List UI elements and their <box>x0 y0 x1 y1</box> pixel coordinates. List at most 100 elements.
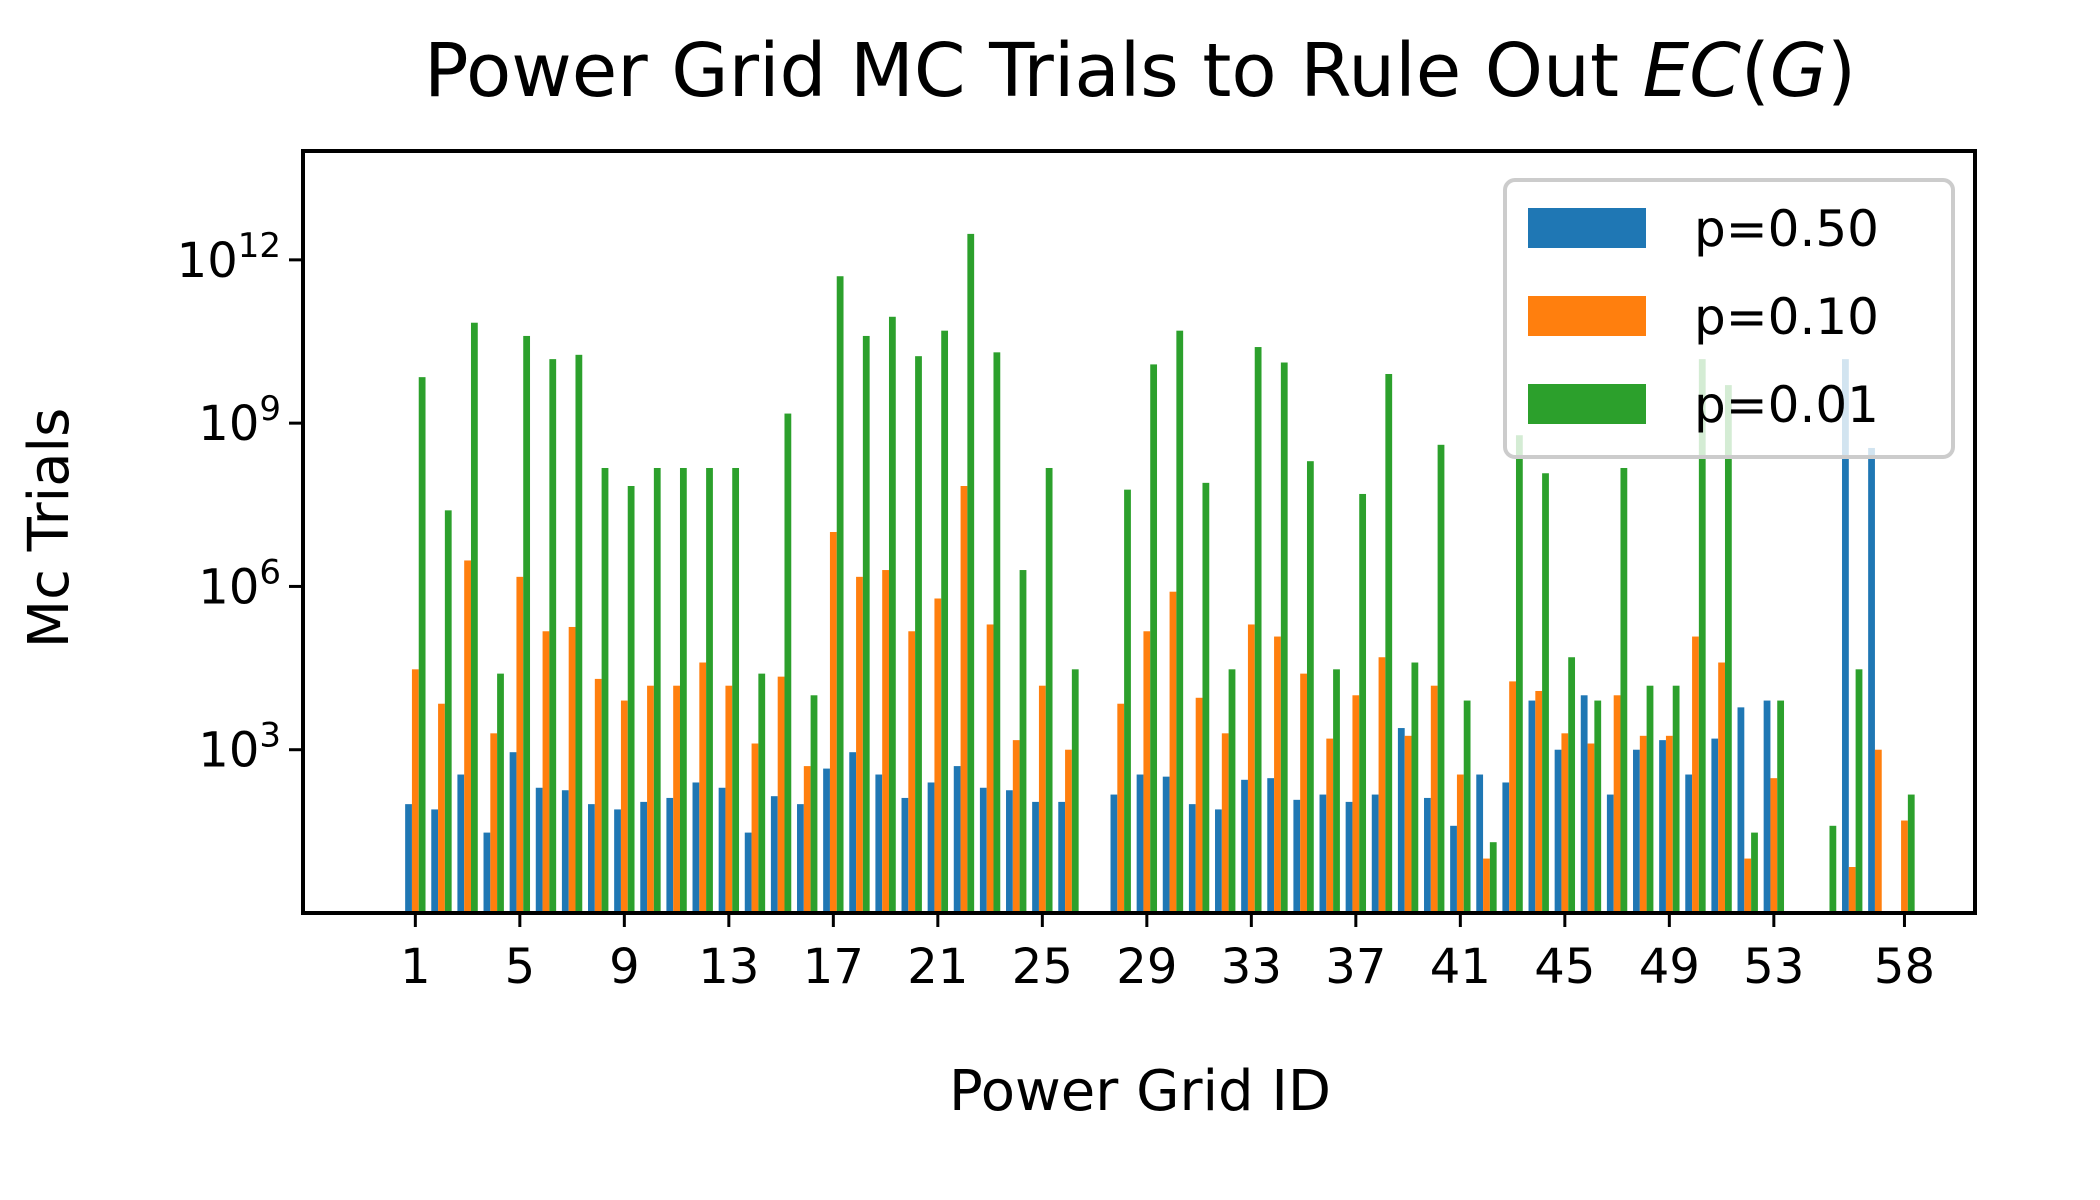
bar-p=0.01-grid-41 <box>1463 700 1471 913</box>
bar-p=0.10-grid-56 <box>1848 867 1856 913</box>
bar-p=0.50-grid-43 <box>1502 782 1510 913</box>
bar-p=0.01-grid-8 <box>601 467 609 913</box>
bar-p=0.01-grid-13 <box>732 467 740 913</box>
bar-p=0.01-grid-30 <box>1176 330 1184 913</box>
bar-p=0.01-grid-37 <box>1359 493 1367 913</box>
bar-p=0.10-grid-4 <box>490 733 498 913</box>
bar-p=0.50-grid-23 <box>979 787 987 913</box>
bar-p=0.10-grid-52 <box>1744 858 1752 913</box>
bar-p=0.50-grid-52 <box>1737 707 1745 913</box>
bar-p=0.01-grid-19 <box>888 316 896 913</box>
bar-p=0.50-grid-35 <box>1293 799 1301 913</box>
bar-p=0.01-grid-32 <box>1228 669 1236 913</box>
bar-p=0.10-grid-14 <box>751 743 759 913</box>
bar-p=0.10-grid-22 <box>960 486 968 913</box>
bar-p=0.50-grid-50 <box>1685 774 1693 913</box>
bar-p=0.01-grid-56 <box>1855 669 1863 913</box>
bar-p=0.10-grid-35 <box>1300 673 1307 913</box>
bar-p=0.01-grid-40 <box>1437 444 1445 913</box>
bar-p=0.50-grid-14 <box>744 832 752 913</box>
bar-p=0.01-grid-25 <box>1045 467 1053 913</box>
x-tick-label: 29 <box>1116 939 1177 995</box>
bar-p=0.10-grid-26 <box>1065 749 1072 913</box>
bar-p=0.50-grid-21 <box>927 782 935 913</box>
y-tick-label: 106 <box>198 552 281 615</box>
bar-p=0.10-grid-7 <box>568 626 576 913</box>
bar-p=0.50-grid-17 <box>823 768 830 913</box>
x-tick-label: 13 <box>698 939 759 995</box>
bar-p=0.01-grid-51 <box>1724 385 1732 914</box>
bar-p=0.01-grid-36 <box>1333 669 1340 913</box>
bar-p=0.10-grid-39 <box>1404 735 1412 913</box>
bar-p=0.50-grid-18 <box>849 752 857 913</box>
bar-p=0.01-grid-48 <box>1646 685 1654 913</box>
x-tick-label: 25 <box>1012 939 1073 995</box>
bar-p=0.10-grid-21 <box>934 598 942 913</box>
bar-p=0.01-grid-42 <box>1489 842 1497 913</box>
bar-p=0.10-grid-19 <box>882 570 889 913</box>
bar-p=0.50-grid-49 <box>1659 740 1666 913</box>
bar-p=0.10-grid-2 <box>438 703 445 913</box>
bar-p=0.10-grid-16 <box>803 766 811 913</box>
bar-p=0.50-grid-42 <box>1476 774 1484 913</box>
bar-p=0.50-grid-29 <box>1136 774 1144 913</box>
x-tick-label: 33 <box>1221 939 1282 995</box>
bar-p=0.50-grid-15 <box>770 796 778 913</box>
bar-p=0.01-grid-2 <box>444 510 452 913</box>
bar-p=0.01-grid-28 <box>1124 489 1131 913</box>
bar-p=0.01-grid-45 <box>1568 657 1576 913</box>
bar-p=0.01-grid-24 <box>1019 570 1027 913</box>
bar-p=0.01-grid-5 <box>523 335 531 913</box>
bar-p=0.01-grid-16 <box>810 695 818 913</box>
bar-p=0.50-grid-40 <box>1424 797 1431 913</box>
bar-p=0.50-grid-9 <box>614 809 621 913</box>
bar-p=0.10-grid-50 <box>1692 636 1699 913</box>
bar-p=0.10-grid-15 <box>777 676 785 913</box>
bar-p=0.10-grid-41 <box>1456 774 1464 913</box>
bar-p=0.50-grid-10 <box>640 801 648 913</box>
legend-label-p=0.50: p=0.50 <box>1694 200 1879 258</box>
bar-p=0.50-grid-51 <box>1711 738 1719 913</box>
bar-p=0.01-grid-9 <box>627 486 635 913</box>
bar-p=0.50-grid-41 <box>1450 825 1457 913</box>
bar-p=0.50-grid-5 <box>509 752 517 913</box>
bar-p=0.50-grid-44 <box>1528 700 1536 913</box>
bar-p=0.10-grid-29 <box>1143 631 1151 913</box>
bar-p=0.10-grid-57 <box>1874 749 1882 913</box>
x-tick-label: 49 <box>1639 939 1700 995</box>
bar-p=0.50-grid-53 <box>1763 700 1771 913</box>
bar-p=0.50-grid-8 <box>588 804 595 913</box>
bar-p=0.10-grid-32 <box>1221 733 1229 913</box>
plot-frame <box>301 149 1977 915</box>
bar-p=0.50-grid-36 <box>1319 794 1327 913</box>
bar-p=0.10-grid-10 <box>647 685 654 913</box>
bar-p=0.01-grid-17 <box>836 276 844 913</box>
x-tick-label: 41 <box>1430 939 1491 995</box>
bar-p=0.10-grid-45 <box>1561 733 1569 913</box>
legend-swatch-p=0.50 <box>1528 208 1646 248</box>
legend-swatch-p=0.01 <box>1528 384 1646 424</box>
bar-p=0.50-grid-11 <box>666 797 674 913</box>
bar-p=0.01-grid-58 <box>1907 794 1915 913</box>
bar-p=0.10-grid-3 <box>464 560 471 913</box>
bar-p=0.01-grid-46 <box>1594 700 1602 913</box>
y-axis-label: Mc Trials <box>17 408 82 649</box>
bar-p=0.50-grid-39 <box>1397 728 1405 913</box>
bar-p=0.01-grid-29 <box>1150 364 1158 913</box>
bar-p=0.50-grid-33 <box>1241 779 1248 913</box>
bar-p=0.50-grid-47 <box>1606 794 1614 913</box>
x-tick-label: 17 <box>803 939 864 995</box>
bar-p=0.50-grid-2 <box>431 809 439 913</box>
bar-p=0.01-grid-26 <box>1071 669 1079 913</box>
bar-p=0.10-grid-28 <box>1117 703 1125 913</box>
bar-p=0.01-grid-12 <box>706 467 713 913</box>
bar-p=0.10-grid-11 <box>673 685 680 913</box>
chart-title: Power Grid MC Trials to Rule Out EC(G) <box>424 28 1856 114</box>
bars-group <box>405 233 1915 914</box>
bar-p=0.10-grid-47 <box>1613 695 1621 913</box>
x-tick-label: 5 <box>505 939 536 995</box>
bar-p=0.10-grid-58 <box>1901 820 1908 913</box>
bar-p=0.01-grid-10 <box>653 467 661 913</box>
bar-p=0.01-grid-31 <box>1202 482 1210 913</box>
bar-p=0.01-grid-18 <box>862 335 870 913</box>
